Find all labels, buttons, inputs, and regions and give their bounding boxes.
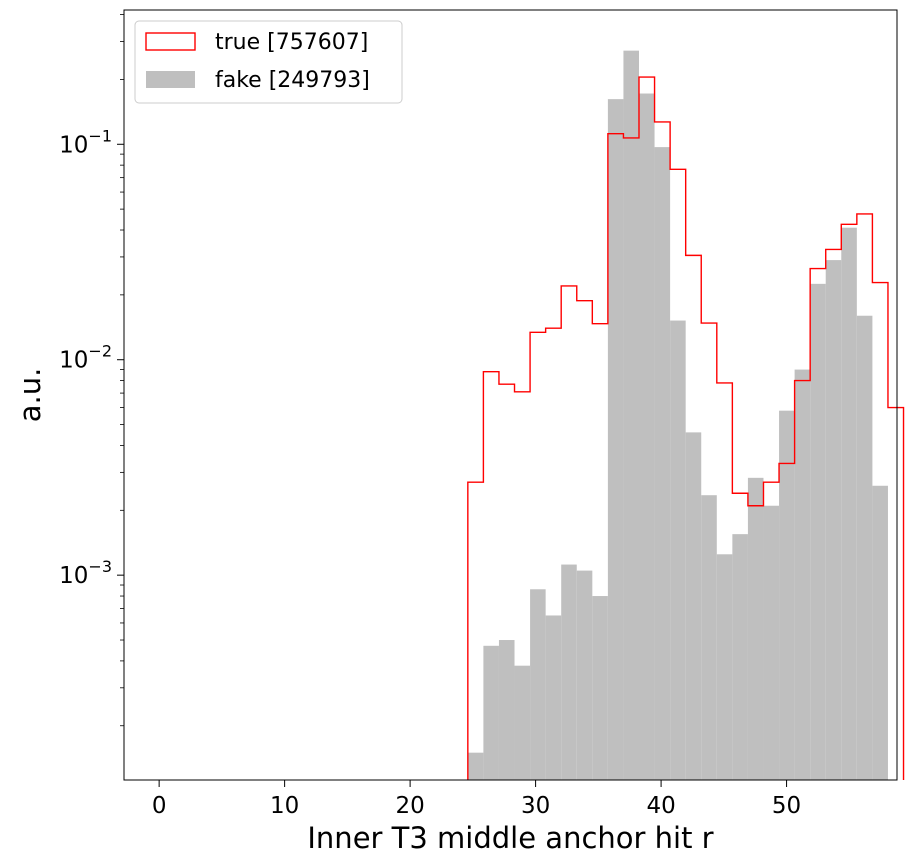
x-tick-label: 50 [772, 793, 801, 819]
fake-bar [810, 283, 826, 780]
fake-bar [623, 50, 639, 781]
fake-bar [779, 410, 795, 780]
x-tick-label: 10 [270, 793, 299, 819]
legend-swatch-fake [146, 71, 195, 88]
fake-bar [530, 589, 546, 780]
fake-bar [670, 320, 686, 780]
y-axis-label: a.u. [13, 368, 47, 423]
fake-bar [576, 570, 593, 780]
legend-label-fake: fake [249793] [215, 68, 370, 93]
fake-bar [701, 495, 717, 780]
fake-bar [856, 315, 873, 780]
x-tick-label: 40 [646, 793, 675, 819]
y-axis-ticks: 10−3 10−2 10−1 [59, 14, 124, 727]
legend-swatch-true [145, 32, 196, 51]
x-tick-label: 20 [395, 793, 424, 819]
fake-bar [607, 99, 624, 780]
y-tick-label: 10−2 [59, 342, 112, 374]
fake-bar [685, 432, 702, 780]
y-tick-label: 10−3 [59, 557, 112, 589]
x-tick-label: 30 [521, 793, 550, 819]
fake-bar [483, 645, 499, 780]
axes-frame [123, 9, 898, 781]
x-axis-ticks: 0 10 20 30 40 50 [152, 780, 801, 819]
fake-bar [763, 505, 780, 780]
fake-bar [732, 534, 748, 780]
fake-bar [545, 615, 562, 780]
fake-bar [825, 260, 842, 780]
legend: true [757607] fake [249793] [134, 20, 403, 104]
fake-bar [514, 665, 531, 780]
x-tick-label: 0 [152, 793, 167, 819]
legend-label-true: true [757607] [215, 30, 368, 55]
fake-bar [561, 564, 577, 780]
fake-bar [498, 640, 515, 780]
fake-bar [841, 227, 857, 780]
fake-bar [794, 369, 811, 780]
fake-bar [638, 93, 655, 780]
legend-box [134, 20, 403, 104]
fake-bar [716, 554, 733, 780]
fake-bar [872, 485, 888, 780]
fake-bar [654, 147, 671, 780]
fake-bar [467, 752, 484, 780]
y-tick-label: 10−1 [59, 126, 112, 158]
fake-series-bars [467, 50, 888, 781]
x-axis-label: Inner T3 middle anchor hit r [307, 821, 713, 855]
fake-bar [747, 477, 764, 780]
plot-area [467, 50, 905, 781]
true-series-step-line [467, 76, 905, 780]
fake-bar [592, 596, 608, 780]
